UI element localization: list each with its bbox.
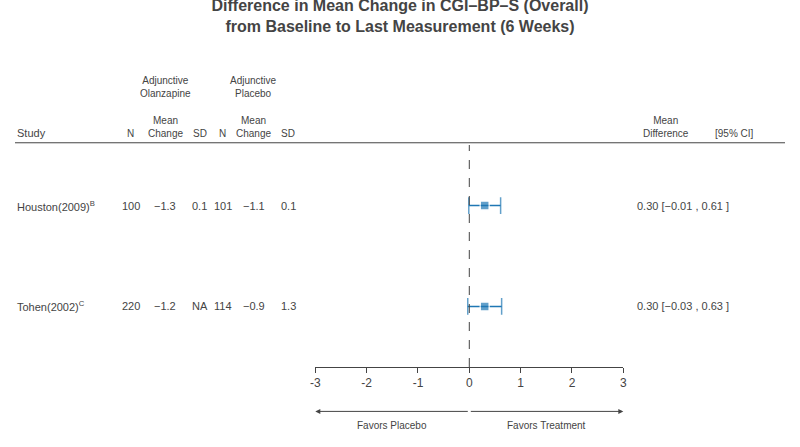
svg-text:MeanDifference: MeanDifference — [643, 115, 689, 139]
svg-text:1: 1 — [517, 376, 524, 390]
svg-text:100: 100 — [122, 200, 140, 212]
svg-text:AdjunctiveOlanzapine: AdjunctiveOlanzapine — [140, 75, 191, 99]
svg-text:Difference in Mean Change in C: Difference in Mean Change in CGI–BP–S (O… — [212, 0, 589, 35]
svg-text:AdjunctivePlacebo: AdjunctivePlacebo — [230, 75, 277, 99]
svg-text:[95% CI]: [95% CI] — [715, 128, 754, 139]
svg-text:−0.9: −0.9 — [243, 300, 265, 312]
svg-text:−1.3: −1.3 — [154, 200, 176, 212]
svg-text:SD: SD — [281, 128, 295, 139]
svg-text:0: 0 — [466, 376, 473, 390]
svg-text:Favors Placebo: Favors Placebo — [357, 420, 427, 431]
svg-text:MeanChange: MeanChange — [236, 115, 271, 139]
svg-text:SD: SD — [193, 128, 207, 139]
svg-text:Study: Study — [17, 127, 46, 139]
svg-text:0.1: 0.1 — [192, 200, 207, 212]
svg-text:N: N — [219, 128, 226, 139]
svg-text:-2: -2 — [361, 376, 372, 390]
svg-text:N: N — [127, 128, 134, 139]
svg-text:NA: NA — [192, 300, 208, 312]
svg-text:-3: -3 — [310, 376, 321, 390]
svg-text:1.3: 1.3 — [281, 300, 296, 312]
svg-text:0.30 [−0.01 , 0.61 ]: 0.30 [−0.01 , 0.61 ] — [637, 200, 729, 212]
svg-text:3: 3 — [620, 376, 627, 390]
svg-text:0.30 [−0.03 , 0.63 ]: 0.30 [−0.03 , 0.63 ] — [637, 300, 729, 312]
svg-text:Houston(2009)​B​: Houston(2009)​B​ — [17, 199, 95, 213]
svg-text:114: 114 — [214, 300, 232, 312]
svg-text:−1.1: −1.1 — [243, 200, 265, 212]
svg-text:−1.2: −1.2 — [154, 300, 176, 312]
svg-text:220: 220 — [122, 300, 140, 312]
svg-text:MeanChange: MeanChange — [148, 115, 183, 139]
svg-text:2: 2 — [569, 376, 576, 390]
svg-text:-1: -1 — [413, 376, 424, 390]
svg-text:Tohen(2002)​C​: Tohen(2002)​C​ — [17, 299, 85, 313]
svg-text:101: 101 — [214, 200, 232, 212]
svg-text:0.1: 0.1 — [281, 200, 296, 212]
svg-text:Favors Treatment: Favors Treatment — [507, 420, 586, 431]
